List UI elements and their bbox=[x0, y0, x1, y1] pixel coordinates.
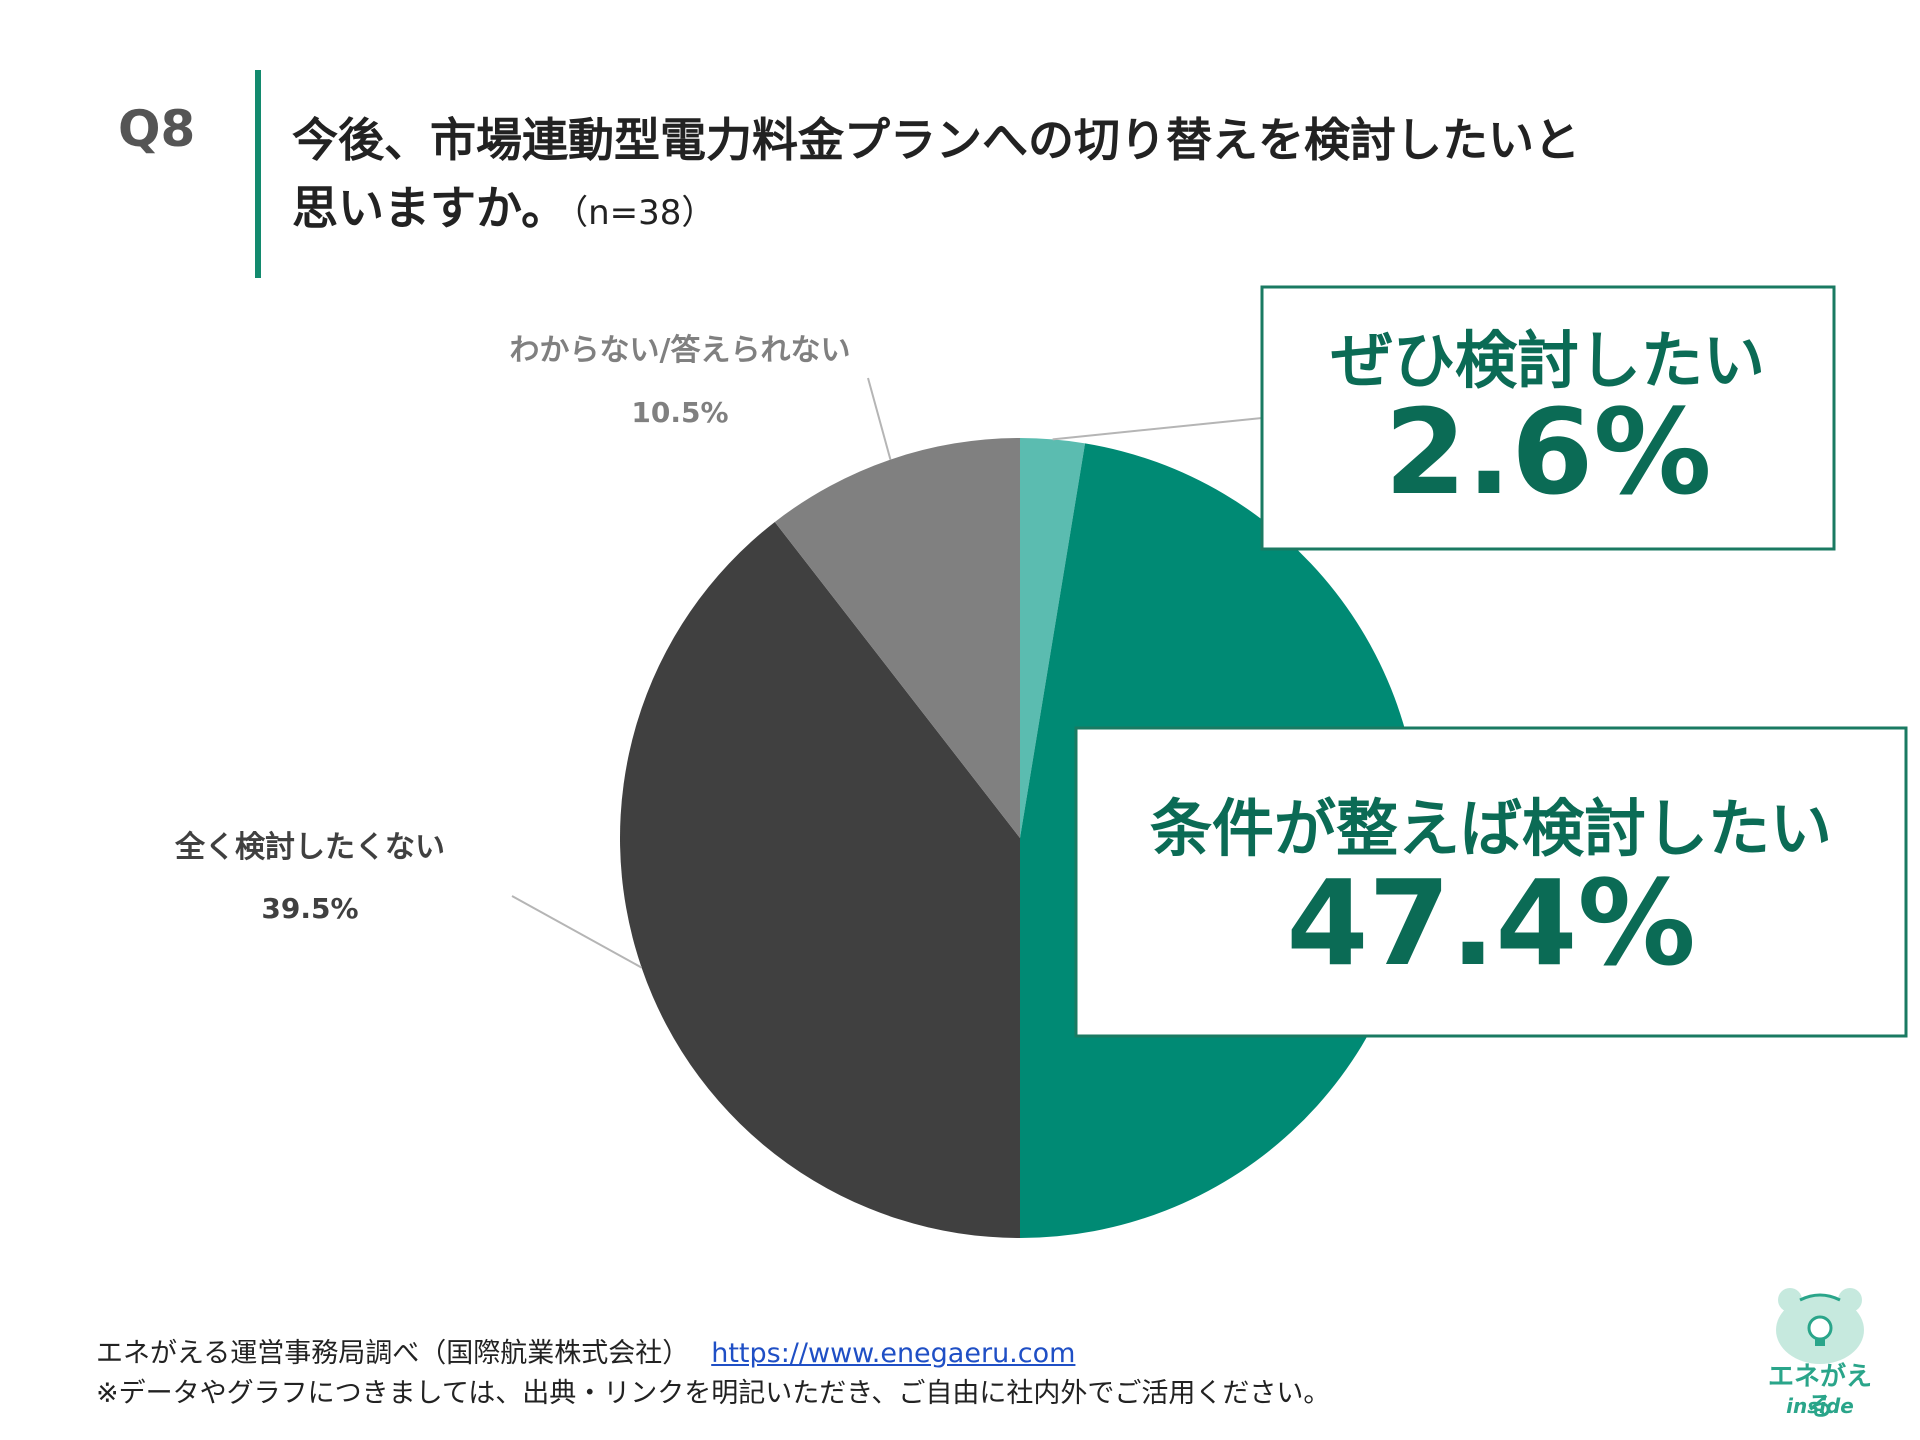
question-title-line2: 思いますか。 bbox=[292, 181, 568, 235]
source-link[interactable]: https://www.enegaeru.com bbox=[711, 1338, 1076, 1369]
question-title: 今後、市場連動型電力料金プランへの切り替えを検討したいと 思いますか。 （n=38… bbox=[292, 106, 1792, 247]
sample-size: （n=38） bbox=[571, 193, 716, 233]
pie-slice-2 bbox=[620, 521, 1020, 1238]
pie-slice-3 bbox=[774, 438, 1020, 838]
label-value-slice-2: 39.5% bbox=[261, 892, 358, 925]
callout-name-slice-0: ぜひ検討したい bbox=[1331, 324, 1765, 397]
logo: エネがえる inside bbox=[1760, 1278, 1880, 1428]
source-text: エネがえる運営事務局調べ（国際航業株式会社） bbox=[96, 1338, 690, 1369]
label-value-slice-3: 10.5% bbox=[631, 396, 728, 429]
logo-text: エネがえる bbox=[1767, 1362, 1872, 1422]
label-name-slice-2: 全く検討したくない bbox=[174, 830, 445, 865]
logo-subtext: inside bbox=[1786, 1394, 1854, 1418]
question-number: Q8 bbox=[118, 100, 196, 158]
pie-slice-0 bbox=[1020, 438, 1086, 838]
callout-box-slice-1 bbox=[1074, 726, 1908, 1038]
callout-value-slice-0: 2.6% bbox=[1384, 383, 1711, 521]
label-name-slice-3: わからない/答えられない bbox=[510, 333, 851, 368]
footer-source-line: エネがえる運営事務局調べ（国際航業株式会社） https://www.enegae… bbox=[96, 1334, 1330, 1374]
leader-lines bbox=[511, 377, 1263, 969]
callout-name-slice-1: 条件が整えば検討したい bbox=[1150, 792, 1832, 865]
usage-note: ※データやグラフにつきましては、出典・リンクを明記いただき、ご自由に社内外でご活… bbox=[96, 1378, 1331, 1409]
footer: エネがえる運営事務局調べ（国際航業株式会社） https://www.enegae… bbox=[96, 1334, 1330, 1414]
leader-line-slice-3 bbox=[867, 377, 892, 460]
question-title-line1: 今後、市場連動型電力料金プランへの切り替えを検討したいと bbox=[292, 113, 1580, 167]
frog-lightbulb-icon bbox=[1776, 1288, 1864, 1364]
callout-value-slice-1: 47.4% bbox=[1286, 854, 1695, 992]
callout-box-slice-0 bbox=[1260, 285, 1836, 551]
accent-bar bbox=[255, 70, 261, 278]
leader-line-slice-0 bbox=[1052, 417, 1263, 441]
leader-line-slice-2 bbox=[511, 895, 643, 969]
